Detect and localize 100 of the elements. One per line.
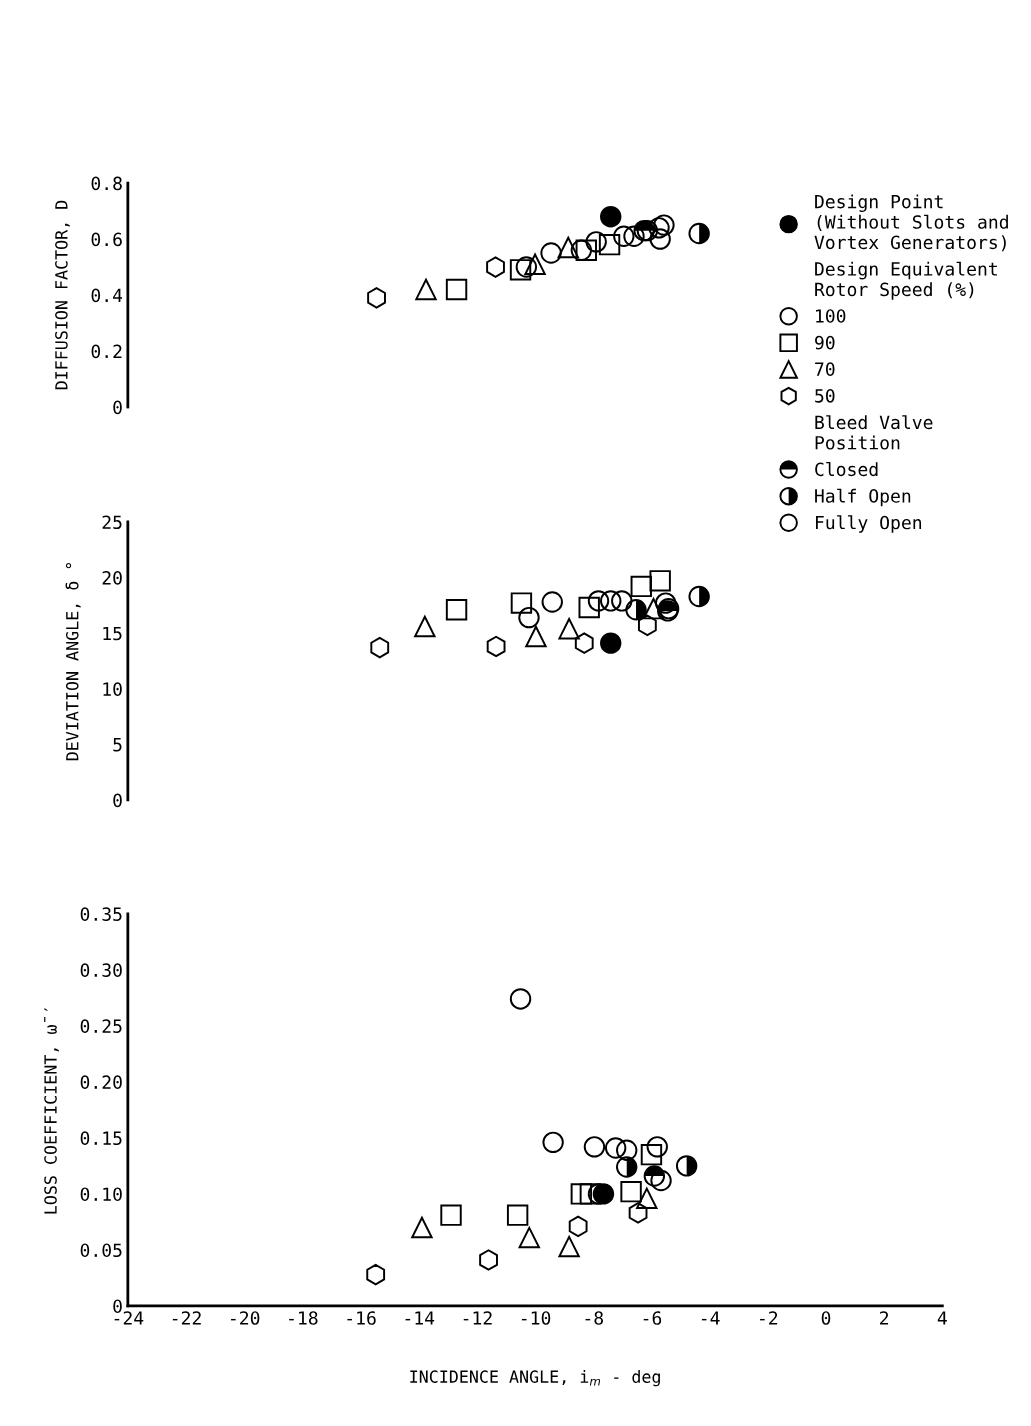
point — [587, 590, 610, 612]
point — [486, 256, 505, 278]
point — [643, 1165, 666, 1187]
y-tick-label: 0.15 — [80, 1131, 122, 1146]
y-tick-label: 0.8 — [91, 176, 122, 191]
point — [688, 222, 710, 245]
point — [653, 214, 675, 236]
point — [600, 590, 622, 612]
point — [570, 1183, 593, 1205]
x-tick-label: 0 — [821, 1311, 831, 1325]
point — [616, 1139, 638, 1161]
point — [411, 1216, 433, 1239]
y-tick-label: 0.30 — [80, 963, 122, 977]
x-tick-label: 2 — [880, 1311, 889, 1325]
point — [688, 585, 710, 608]
y-tick-label: 0 — [113, 400, 122, 415]
annotation: Fully Open — [815, 515, 922, 533]
x-tick-label: -10 — [521, 1311, 551, 1325]
point — [583, 1136, 606, 1158]
point — [611, 590, 633, 612]
x-tick-label: -14 — [405, 1311, 435, 1325]
x-tick-label: -12 — [463, 1311, 492, 1325]
point — [440, 1204, 462, 1226]
y-tick-label: 25 — [102, 515, 122, 530]
point — [585, 231, 607, 253]
point — [518, 606, 540, 629]
legend-label: 50 — [815, 388, 835, 403]
point — [518, 1226, 540, 1249]
point — [600, 205, 622, 228]
y-tick-label: 0.35 — [80, 907, 122, 921]
y-tick-label: 20 — [102, 571, 122, 585]
point — [646, 1136, 668, 1158]
legend-label: Half Open — [815, 488, 911, 507]
point — [509, 988, 532, 1010]
point — [640, 1143, 663, 1166]
point — [524, 253, 546, 275]
y-tick-label: 0.05 — [80, 1243, 122, 1258]
point — [649, 228, 671, 250]
text: INCIDENCE ANGLE, i$_{m}$ - deg — [410, 1370, 660, 1387]
point — [598, 233, 621, 256]
x-tick-label: -24 — [114, 1311, 144, 1325]
y-tick-label: 0.6 — [91, 232, 122, 247]
text: Bleed Valve Position — [815, 415, 933, 450]
point — [623, 225, 645, 247]
point — [604, 1137, 627, 1159]
y-tick-label: 0 — [113, 793, 122, 808]
point — [628, 1202, 648, 1224]
x-tick-label: -22 — [172, 1311, 201, 1325]
point — [575, 239, 597, 261]
point — [650, 1169, 672, 1192]
point — [568, 1215, 588, 1238]
point — [515, 256, 538, 278]
legend-title: Design Equivalent Rotor Speed (%) — [815, 261, 997, 300]
x-tick-label: -20 — [231, 1311, 260, 1325]
point — [574, 632, 594, 654]
legend-label: Design Point (Without Slots and Vortex Generators) — [814, 194, 1008, 252]
point — [613, 225, 635, 247]
x-tick-label: -8 — [585, 1311, 603, 1325]
y-tick-label: 0.10 — [80, 1187, 122, 1202]
point — [637, 614, 657, 637]
y-tick-label: 10 — [103, 682, 122, 696]
point — [415, 278, 437, 301]
y-tick-label: 0.4 — [91, 288, 123, 303]
y-tick-label: 0.25 — [80, 1019, 122, 1033]
point — [616, 1156, 638, 1178]
point — [578, 596, 600, 619]
y-tick-label: 0.20 — [80, 1075, 122, 1090]
y-tick-label: 5 — [113, 738, 122, 752]
x-tick-label: -2 — [760, 1311, 778, 1325]
point — [540, 242, 562, 264]
point — [558, 1235, 580, 1258]
point — [486, 635, 506, 658]
point — [479, 1249, 498, 1271]
x-tick-label: 4 — [937, 1311, 947, 1325]
point — [370, 636, 390, 659]
point — [630, 575, 652, 598]
point — [509, 259, 532, 281]
y-axis-title: LOSS COEFFICIENT, ω̄′ — [44, 1007, 59, 1214]
x-tick-label: -6 — [643, 1311, 662, 1325]
point — [367, 287, 386, 309]
legend-label: 70 — [815, 362, 835, 377]
x-tick-label: -16 — [347, 1311, 376, 1325]
legend-label: Closed — [815, 462, 878, 477]
point — [541, 591, 563, 613]
y-tick-label: 15 — [103, 626, 122, 641]
point — [414, 615, 436, 638]
legend-label: 90 — [815, 335, 835, 350]
y-axis-title: DIFFUSION FACTOR, D — [55, 200, 70, 390]
point — [675, 1155, 698, 1177]
point — [445, 599, 468, 621]
point — [649, 570, 671, 592]
point — [510, 592, 533, 614]
point — [525, 625, 547, 648]
point — [445, 278, 468, 301]
point — [542, 1131, 564, 1154]
point — [636, 1187, 658, 1210]
point — [600, 632, 622, 654]
point — [625, 599, 647, 621]
point — [558, 618, 580, 640]
y-tick-label: 0 — [113, 1299, 122, 1314]
